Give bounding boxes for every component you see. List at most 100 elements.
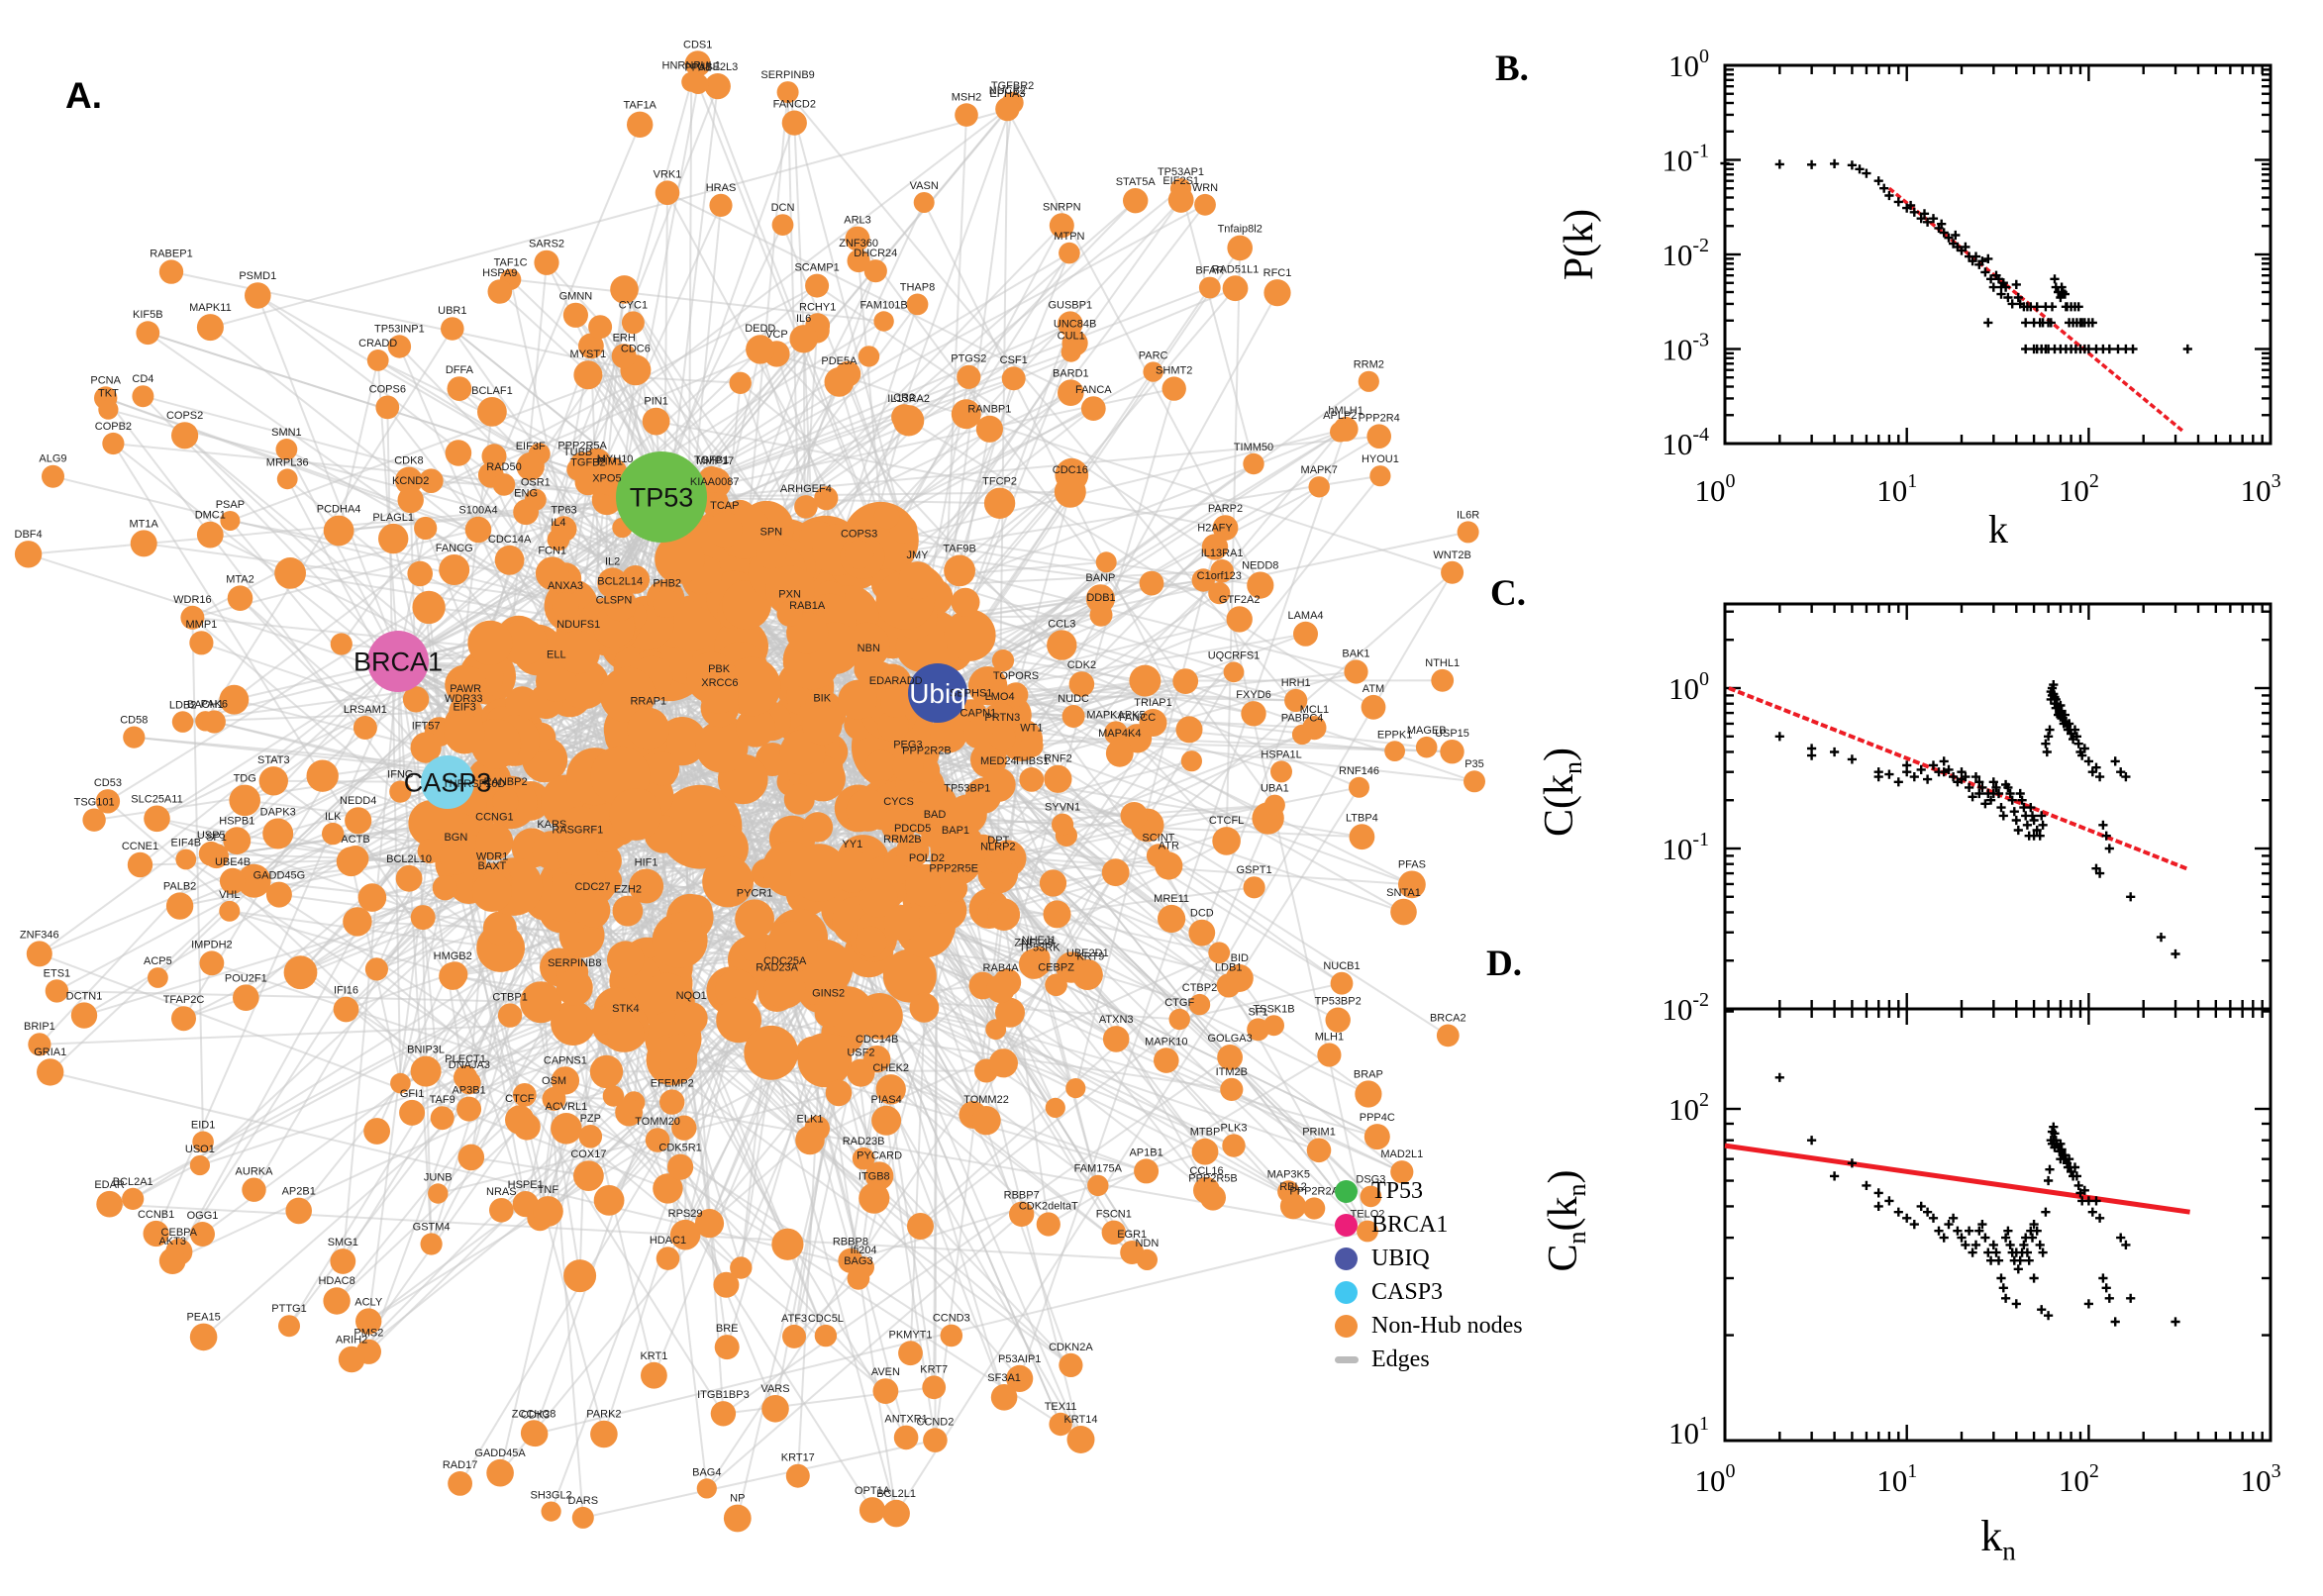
node-label: EDAR — [94, 1179, 125, 1191]
node-label: TP53RK — [1019, 943, 1060, 954]
node-label: BCL2L1 — [876, 1488, 916, 1500]
non-hub-node — [1047, 630, 1077, 660]
non-hub-node — [995, 96, 1020, 122]
node-label: PPP2R5B — [1188, 1173, 1238, 1185]
x-tick-label: 102 — [2059, 1460, 2099, 1498]
x-tick-label: 103 — [2241, 470, 2281, 508]
node-label: ALG9 — [39, 453, 66, 465]
non-hub-node — [158, 1247, 186, 1274]
non-hub-node — [1101, 1220, 1127, 1246]
non-hub-node — [447, 376, 472, 401]
node-label: CEBPZ — [1038, 961, 1074, 973]
edge — [937, 428, 1347, 694]
non-hub-node — [1175, 716, 1203, 744]
non-hub-node — [627, 111, 654, 138]
non-hub-node — [1049, 213, 1074, 239]
node-label: COPS6 — [369, 384, 406, 396]
non-hub-node — [1277, 1180, 1300, 1203]
non-hub-node — [730, 1256, 753, 1279]
node-label: RRAP1 — [630, 696, 666, 708]
non-hub-node — [671, 910, 702, 942]
edge — [923, 202, 1190, 731]
edge — [847, 373, 905, 531]
node-label: CDC6 — [621, 343, 651, 354]
plot-frame — [1723, 602, 2272, 1443]
node-label: PRTN3 — [984, 712, 1020, 724]
node-label: MSH2 — [952, 91, 982, 103]
non-hub-node — [364, 957, 388, 981]
node-label: PAK6 — [201, 699, 228, 711]
non-hub-node — [219, 684, 250, 715]
node-label: TOMM20 — [635, 1116, 680, 1128]
non-hub-node — [771, 1228, 804, 1260]
non-hub-node — [657, 717, 707, 766]
non-hub-node — [1366, 424, 1391, 449]
non-hub-node — [410, 732, 442, 763]
non-hub-node — [1018, 948, 1050, 979]
non-hub-node — [1158, 904, 1186, 934]
node-label: SF1 — [1249, 1006, 1268, 1018]
node-label: FANCD2 — [773, 99, 816, 111]
node-label: DCTN1 — [66, 990, 103, 1002]
non-hub-node — [512, 1083, 537, 1107]
node-label: GUSBP1 — [1048, 299, 1092, 311]
node-label: GMNN — [559, 291, 593, 303]
non-hub-node — [1212, 827, 1241, 855]
non-hub-node — [940, 874, 968, 903]
edge — [1179, 188, 1255, 464]
node-label: Ifi204 — [851, 1245, 877, 1256]
node-label: KCND2 — [392, 475, 429, 487]
node-label: VHL — [219, 889, 240, 901]
edge — [239, 597, 366, 729]
node-label: TELO2 — [1351, 1209, 1385, 1221]
non-hub-node — [1226, 606, 1253, 633]
non-hub-node — [557, 836, 598, 876]
non-hub-node — [794, 495, 818, 519]
non-hub-node — [1001, 366, 1026, 391]
node-label: LDB2 — [169, 699, 197, 711]
edge — [660, 323, 1071, 498]
edge-line-icon — [1335, 1355, 1359, 1363]
non-hub-node — [729, 371, 752, 394]
non-hub-node — [1241, 701, 1266, 727]
non-hub-node — [171, 1006, 196, 1032]
non-hub-node — [893, 1425, 919, 1450]
non-hub-node — [1263, 279, 1291, 307]
node-label: TAF1C — [494, 257, 528, 269]
non-hub-node — [375, 395, 400, 420]
node-label: KRT17 — [781, 1452, 815, 1464]
node-label: PDE5A — [821, 355, 858, 367]
non-hub-node — [520, 981, 562, 1024]
non-hub-node — [1052, 813, 1074, 836]
non-hub-node — [771, 214, 794, 237]
non-hub-node — [802, 812, 834, 843]
node-label: NUCB1 — [1323, 960, 1360, 972]
node-label: TKT — [98, 388, 119, 400]
node-label: PPP2R4 — [1359, 412, 1400, 424]
node-label: HRH1 — [1281, 677, 1311, 689]
non-hub-node — [824, 367, 855, 397]
edge — [722, 1024, 1275, 1415]
non-hub-node — [494, 545, 525, 575]
non-hub-node — [242, 1177, 266, 1202]
node-label: TP53BP2 — [1315, 996, 1362, 1008]
y-axis-label-ckn: C(kn) — [1537, 748, 1587, 837]
network-filler-nodes — [219, 275, 1284, 1298]
non-hub-node — [278, 1315, 300, 1338]
node-label: THBS1 — [1014, 755, 1049, 767]
non-hub-node — [533, 1196, 563, 1227]
non-hub-node — [551, 1000, 596, 1046]
node-label: PAWR — [450, 683, 481, 695]
node-label: CDS1 — [683, 39, 712, 50]
node-label: ATR — [1159, 840, 1179, 851]
non-hub-node — [1457, 521, 1479, 544]
node-label: RBL2 — [1279, 1181, 1307, 1193]
node-label: PALB2 — [163, 880, 196, 892]
node-label: ETS1 — [44, 967, 71, 979]
node-label: EIF3 — [453, 702, 475, 714]
fit-line-panel-c — [1728, 686, 2190, 872]
non-hub-node — [814, 486, 839, 511]
non-hub-node — [1066, 1426, 1095, 1453]
node-label: XRCC6 — [701, 677, 738, 689]
edge — [1164, 571, 1454, 1061]
